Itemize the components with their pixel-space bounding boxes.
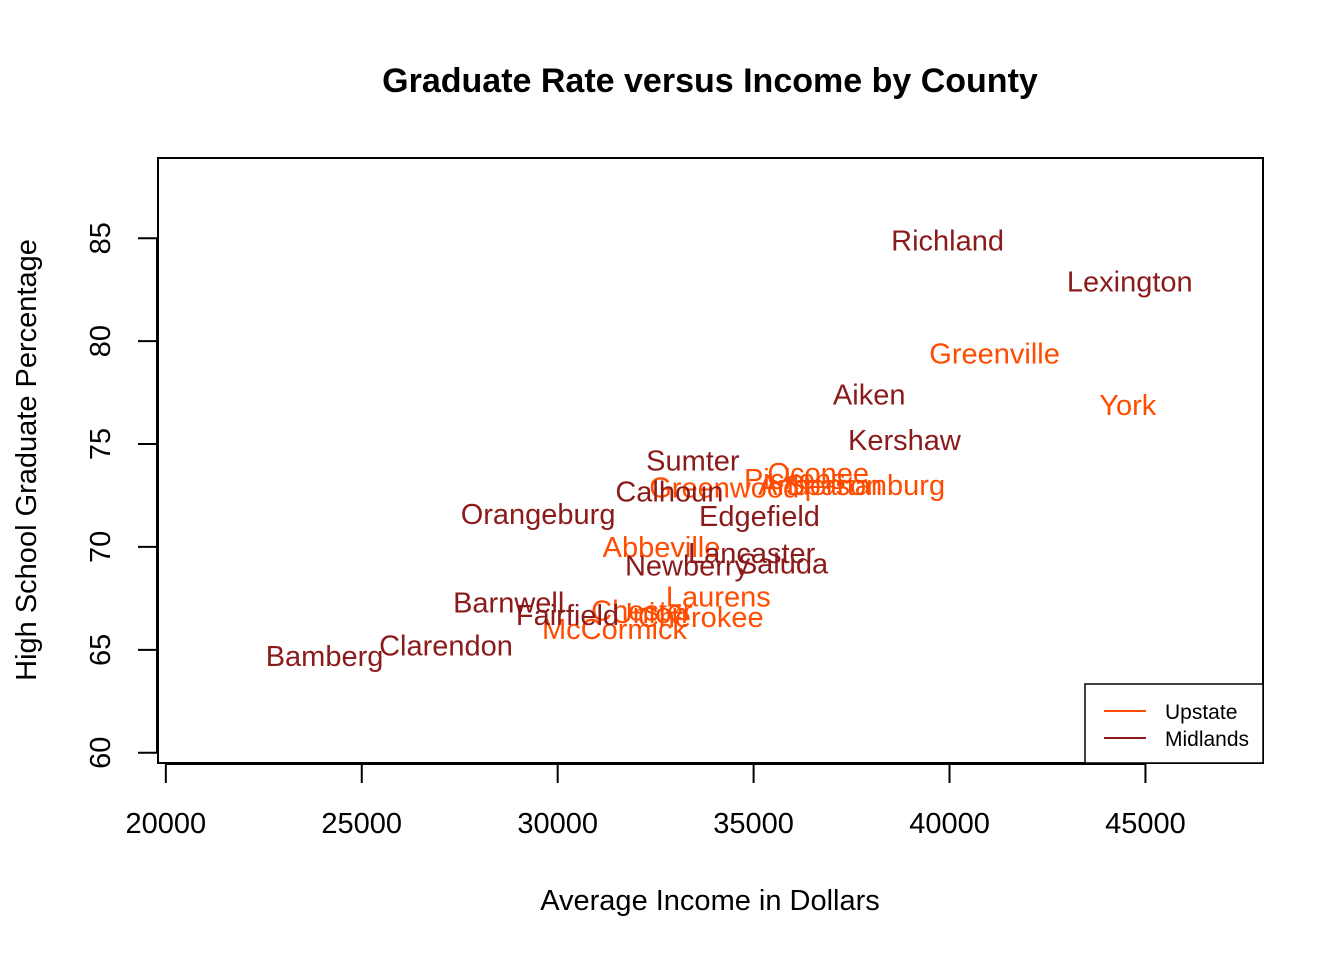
point-label-union: Union [612,598,688,630]
point-label-anderson: Anderson [758,470,882,502]
point-label-cherokee: Cherokee [638,602,764,634]
point-label-edgefield: Edgefield [699,501,820,533]
point-label-newberry: Newberry [625,550,750,582]
y-tick-label: 60 [85,737,117,769]
point-label-orangeburg: Orangeburg [461,499,616,531]
legend-label-upstate: Upstate [1165,701,1237,724]
y-axis-label: High School Graduate Percentage [11,239,43,681]
point-label-saluda: Saluda [738,548,829,580]
point-label-clarendon: Clarendon [379,631,513,663]
x-axis: 20000 25000 30000 35000 40000 45000 [126,763,1186,840]
point-label-laurens: Laurens [666,581,771,613]
x-axis-label: Average Income in Dollars [540,885,880,917]
point-label-pickens: Pickens [744,464,846,496]
legend-label-midlands: Midlands [1165,728,1249,751]
point-label-lancaster: Lancaster [688,538,816,570]
y-tick-label: 85 [85,222,117,254]
point-label-chester: Chester [591,596,693,628]
point-label-bamberg: Bamberg [266,641,384,673]
y-tick-label: 80 [85,325,117,357]
point-label-lexington: Lexington [1067,266,1193,298]
y-tick-label: 70 [85,531,117,563]
point-label-greenville: Greenville [929,338,1060,370]
point-label-greenwood: Greenwood [649,472,799,504]
point-label-york: York [1099,390,1156,422]
y-tick-label: 65 [85,634,117,666]
x-tick-label: 30000 [517,808,598,840]
point-label-mccormick: McCormick [542,614,687,646]
data-labels: Greenville York OconeePickensAndersonSpart… [266,225,1193,673]
x-tick-label: 25000 [321,808,402,840]
y-axis: 60 65 70 75 80 85 [85,222,158,769]
point-label-barnwell: Barnwell [453,587,564,619]
legend-box [1084,683,1264,764]
point-label-sumter: Sumter [646,446,740,478]
point-label-fairfield: Fairfield [516,600,619,632]
point-label-spartanburg: Spartanburg [785,470,945,502]
x-tick-label: 40000 [909,808,990,840]
chart-title: Graduate Rate versus Income by County [382,62,1038,100]
point-label-aiken: Aiken [833,380,906,412]
legend: Upstate Midlands [1084,683,1264,764]
x-tick-label: 20000 [126,808,207,840]
point-label-oconee: Oconee [767,458,869,490]
point-label-kershaw: Kershaw [848,425,962,457]
x-tick-label: 35000 [713,808,794,840]
point-label-calhoun: Calhoun [615,476,723,508]
point-label-abbeville: Abbeville [603,532,721,564]
y-tick-label: 75 [85,428,117,460]
x-tick-label: 45000 [1105,808,1186,840]
point-label-richland: Richland [891,225,1004,257]
